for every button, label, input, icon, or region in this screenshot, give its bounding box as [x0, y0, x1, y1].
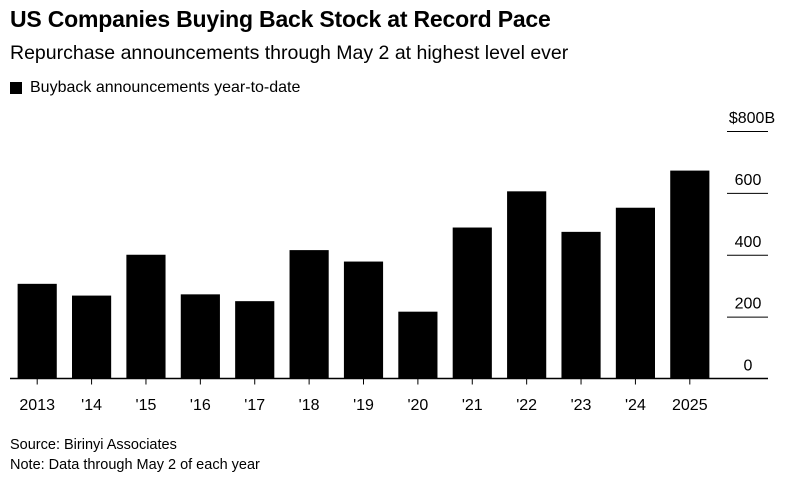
legend-label: Buyback announcements year-to-date: [30, 79, 301, 96]
x-tick-label: '22: [516, 397, 537, 414]
x-tick-label: '15: [136, 397, 157, 414]
source-note: Source: Birinyi Associates: [10, 437, 177, 453]
x-tick-label: '21: [462, 397, 483, 414]
bar-6: [343, 261, 384, 379]
bar-5: [289, 250, 329, 379]
bar-10: [561, 231, 601, 379]
bar-4: [235, 301, 275, 379]
bar-3: [180, 294, 220, 379]
y-tick-label: 400: [735, 234, 762, 251]
bar-9: [507, 191, 547, 379]
x-tick-label: '17: [244, 397, 265, 414]
bar-8: [452, 227, 492, 379]
y-tick-label: 200: [735, 296, 762, 313]
y-tick-label: 600: [735, 172, 762, 189]
bar-0: [17, 283, 57, 379]
y-tick-label: $800B: [729, 110, 775, 127]
chart-subtitle: Repurchase announcements through May 2 a…: [10, 42, 569, 64]
x-tick-label: '20: [407, 397, 428, 414]
bar-11: [615, 207, 655, 379]
x-tick-label: '18: [299, 397, 320, 414]
x-tick-label: '23: [571, 397, 592, 414]
x-tick-label: '16: [190, 397, 211, 414]
bar-2: [126, 254, 166, 379]
bar-7: [398, 311, 438, 379]
bar-12: [670, 170, 710, 379]
x-tick-label: 2013: [19, 397, 55, 414]
x-tick-label: '19: [353, 397, 374, 414]
bar-1: [72, 295, 112, 379]
legend-swatch: [10, 82, 22, 94]
chart-title: US Companies Buying Back Stock at Record…: [10, 6, 551, 32]
data-note: Note: Data through May 2 of each year: [10, 457, 260, 473]
legend: Buyback announcements year-to-date: [10, 79, 300, 97]
x-tick-label: '14: [81, 397, 102, 414]
x-tick-label: '24: [625, 397, 646, 414]
y-tick-label: 0: [744, 358, 753, 375]
x-tick-label: 2025: [672, 397, 708, 414]
